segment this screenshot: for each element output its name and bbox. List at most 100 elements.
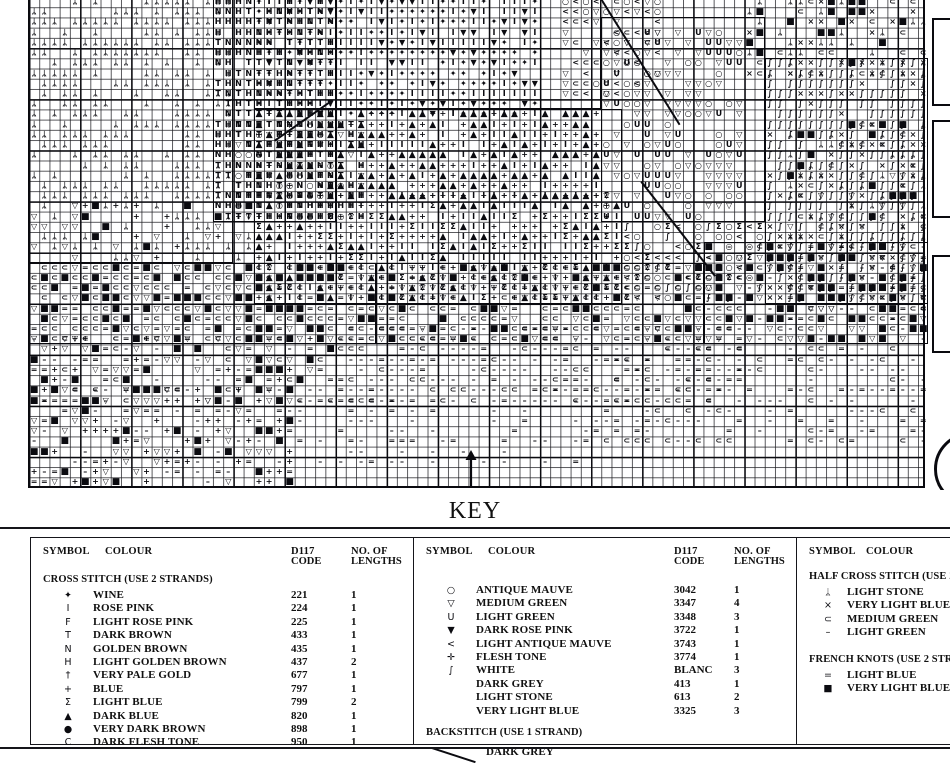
chart-cell: U: [603, 78, 610, 88]
chart-cell: ⊂: [81, 272, 89, 282]
chart-cell: ∫: [879, 211, 885, 221]
chart-cell: ✦: [357, 78, 365, 88]
chart-cell: +: [357, 293, 365, 303]
chart-cell: ⊂: [551, 375, 559, 385]
chart-cell: –: [216, 395, 221, 405]
chart-cell: ∫: [798, 109, 804, 119]
chart-cell: ▲: [357, 109, 365, 120]
chart-cell: H: [255, 48, 263, 58]
chart-cell: I: [298, 211, 302, 221]
chart-cell: T: [327, 58, 334, 68]
chart-cell: ▲: [265, 201, 273, 212]
chart-cell: N: [224, 191, 232, 201]
header-code-line2: CODE: [291, 556, 322, 567]
chart-cell: I: [543, 242, 547, 252]
chart-cell: U: [664, 191, 671, 201]
chart-cell: ᛦ: [123, 160, 129, 170]
key-thread-code: 3042: [674, 584, 696, 596]
key-colour-name: ROSE PINK: [93, 602, 155, 615]
chart-cell: I: [308, 88, 312, 98]
chart-cell: ᛦ: [62, 129, 68, 139]
chart-cell: I: [390, 262, 394, 272]
chart-cell: I: [277, 48, 281, 58]
chart-cell: =: [603, 354, 610, 364]
chart-cell: ▽: [674, 48, 682, 58]
chart-cell: ᛦ: [72, 150, 78, 160]
chart-cell: ▽: [613, 48, 620, 58]
chart-cell: ⊂: [500, 385, 508, 395]
chart-cell: ▲: [255, 242, 263, 253]
chart-cell: ×: [889, 252, 896, 262]
chart-cell: +: [511, 191, 518, 201]
chart-cell: –: [727, 364, 732, 374]
chart-cell: N: [245, 48, 253, 58]
chart-cell: ᛦ: [215, 191, 221, 201]
chart-cell: ▽: [31, 242, 38, 252]
chart-cell: ○: [715, 283, 723, 293]
chart-cell: +: [194, 395, 201, 405]
chart-cell: ▲: [429, 150, 437, 161]
chart-cell: ᛦ: [52, 232, 57, 242]
chart-cell: ∫: [910, 201, 916, 211]
chart-cell: –: [543, 395, 548, 405]
chart-cell: I: [502, 129, 506, 139]
chart-cell: H: [224, 78, 232, 88]
chart-cell: –: [870, 385, 875, 395]
chart-cell: H: [286, 160, 293, 170]
chart-cell: H: [327, 150, 334, 160]
chart-cell: ▲: [327, 119, 334, 130]
chart-cell: ○: [654, 68, 661, 78]
chart-cell: +: [347, 119, 355, 129]
chart-cell: +: [112, 201, 120, 211]
chart-cell: –: [236, 416, 241, 426]
chart-cell: ⊂: [603, 436, 610, 446]
chart-cell: ▽: [225, 426, 232, 436]
chart-cell: ✦: [459, 7, 467, 17]
chart-cell: ∫: [910, 283, 916, 293]
chart-cell: ⊂: [879, 405, 886, 415]
chart-cell: ▲: [582, 232, 590, 243]
chart-cell: ᛦ: [103, 48, 109, 58]
chart-cell: ᛦ: [205, 27, 211, 37]
chart-cell: ▽: [715, 201, 722, 211]
chart-cell: =: [286, 426, 293, 436]
chart-cell: –: [154, 375, 159, 385]
chart-cell: ⊂: [408, 375, 416, 385]
chart-cell: =: [582, 385, 590, 395]
chart-cell: ▽: [245, 354, 252, 364]
chart-cell: ᛦ: [246, 232, 252, 242]
chart-cell: H: [327, 201, 334, 211]
chart-cell: =: [684, 395, 692, 405]
chart-cell: ∫: [900, 170, 906, 180]
chart-cell: =: [194, 405, 201, 415]
chart-cell: +: [112, 426, 120, 436]
chart-cell: ▲: [337, 119, 345, 130]
chart-cell: ▽: [71, 252, 79, 262]
chart-cell: ∫: [890, 119, 896, 129]
chart-cell: ᛦ: [174, 88, 180, 98]
chart-cell: =: [30, 364, 38, 374]
chart-cell: ∫: [839, 170, 844, 180]
chart-cell: =: [132, 364, 140, 374]
chart-cell: ▽: [644, 48, 651, 58]
chart-cell: ✦: [408, 7, 416, 17]
chart-cell: ∫: [828, 68, 834, 78]
chart-cell: ■: [172, 344, 182, 355]
chart-cell: =: [480, 354, 488, 364]
chart-cell: ᛦ: [133, 150, 139, 160]
chart-cell: =: [787, 354, 794, 364]
chart-cell: ᛦ: [72, 58, 78, 68]
chart-cell: ▼: [286, 7, 293, 17]
chart-cell: ■: [305, 354, 315, 365]
chart-cell: Σ: [542, 262, 548, 272]
chart-cell: ▲: [327, 129, 334, 140]
chart-cell: +: [592, 201, 600, 211]
chart-cell: ▼: [501, 27, 508, 37]
chart-cell: U: [654, 37, 661, 47]
chart-cell: T: [297, 150, 303, 160]
chart-cell: +: [306, 232, 314, 242]
chart-cell: <: [654, 17, 661, 27]
chart-cell: +: [255, 211, 263, 221]
chart-cell: I: [553, 201, 557, 211]
key-thread-code: 413: [674, 677, 691, 690]
